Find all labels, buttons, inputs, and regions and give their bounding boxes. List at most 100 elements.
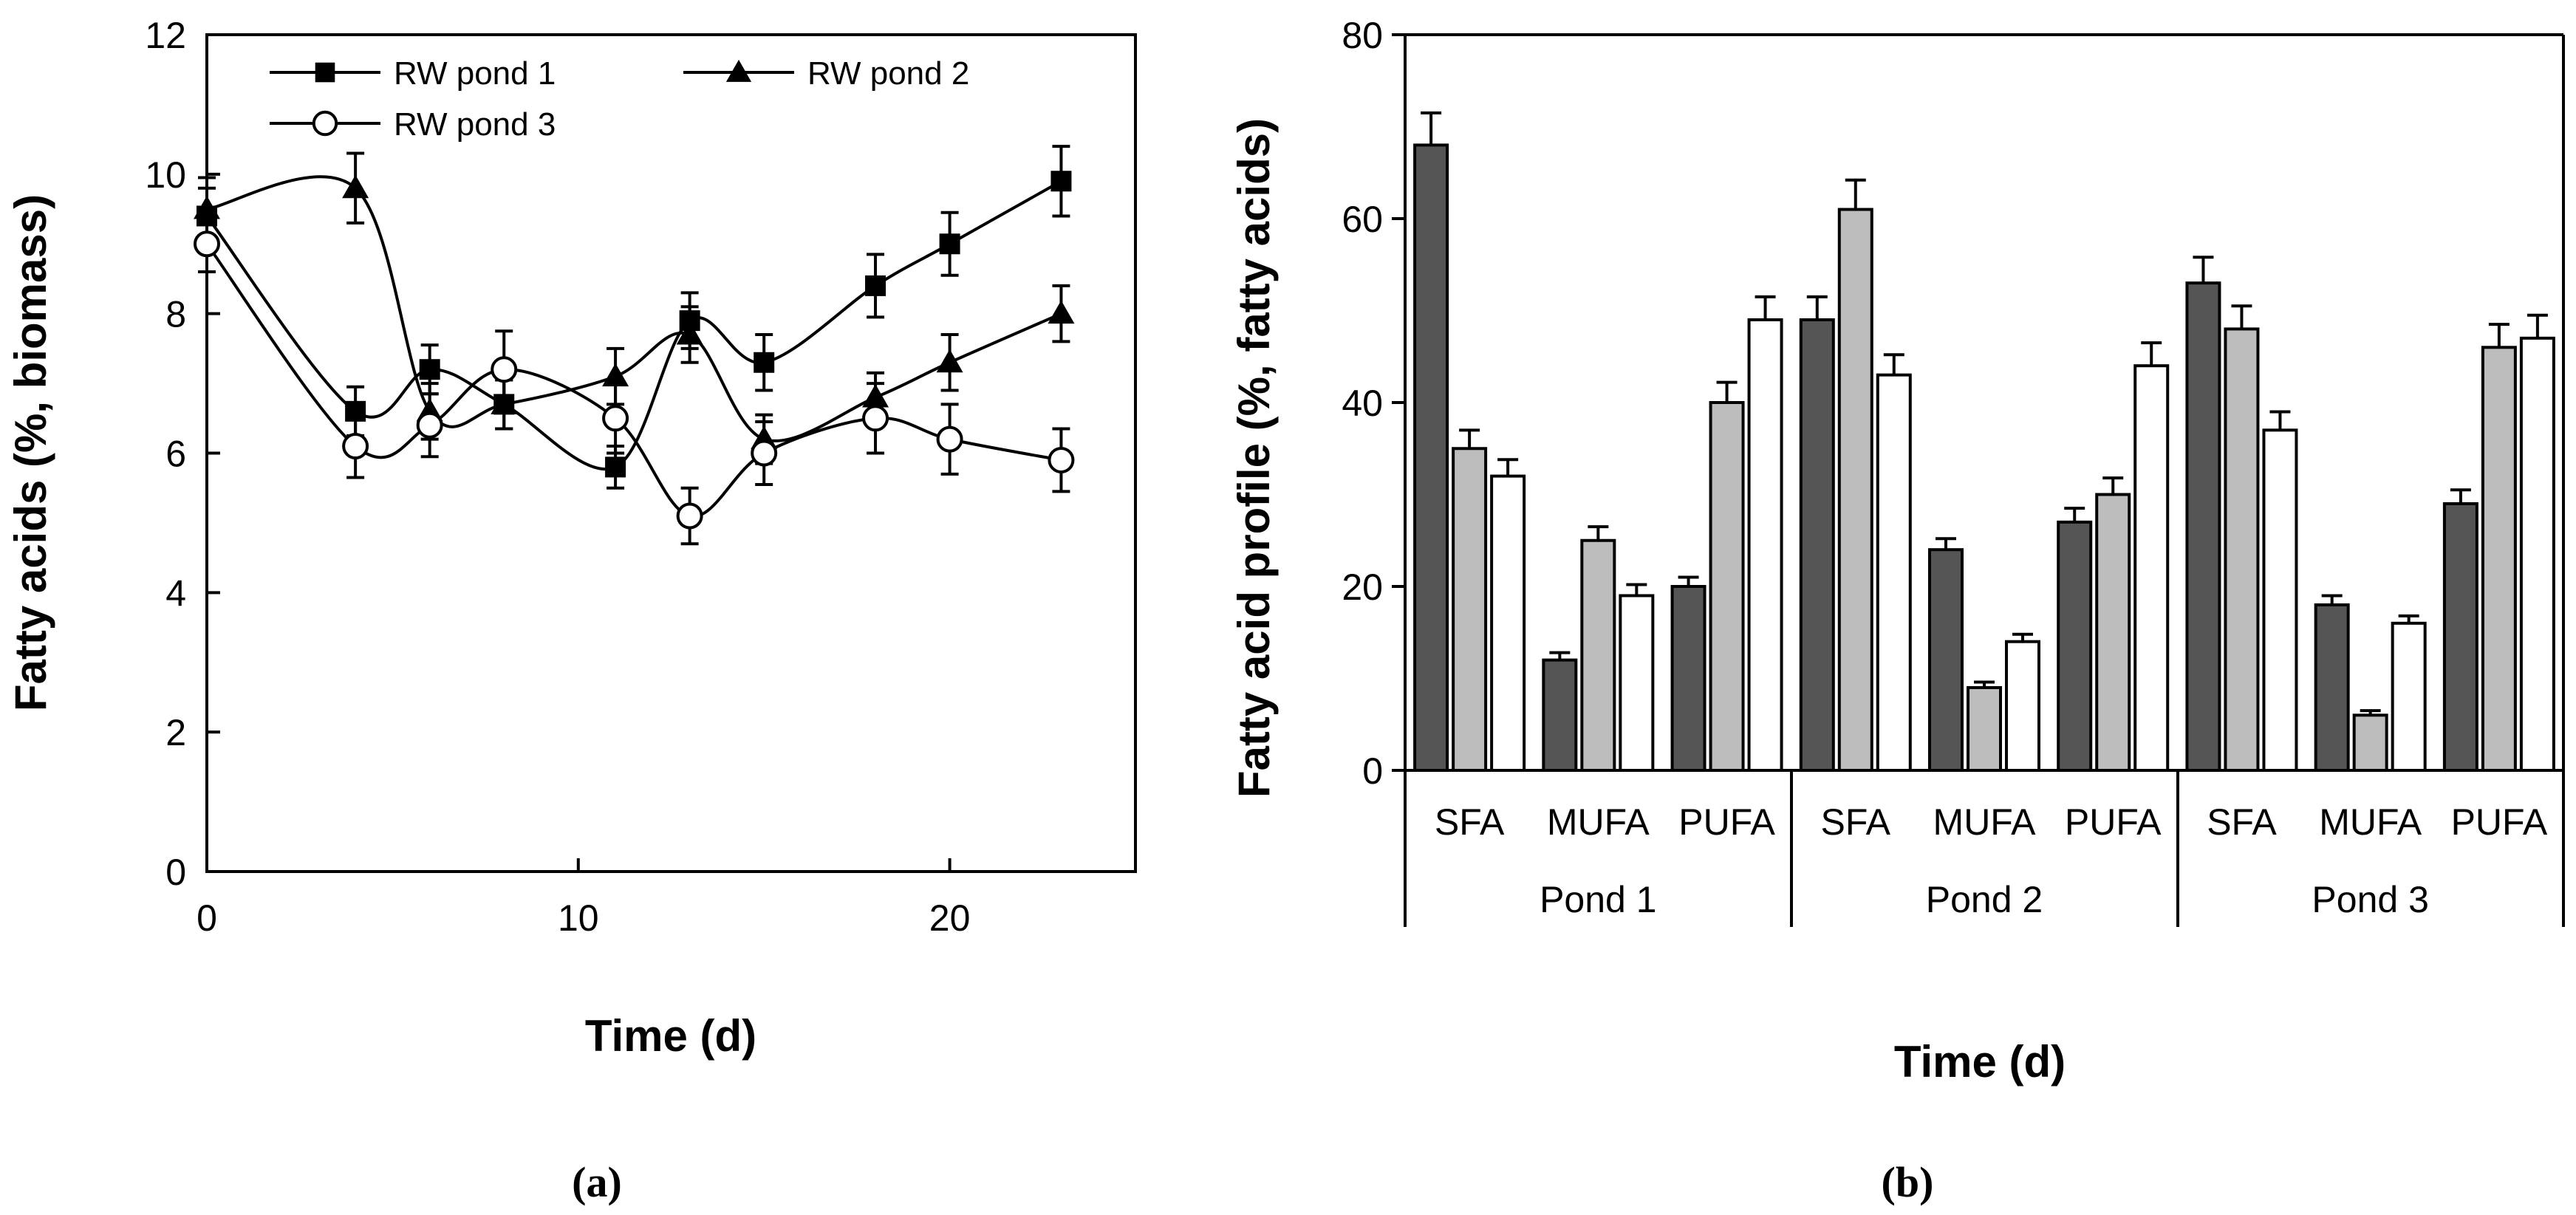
legend-label: RW pond 1: [394, 55, 556, 92]
data-point-pond-3: [1048, 446, 1075, 473]
x-axis-label-a: Time (d): [585, 1011, 756, 1061]
y-axis-label-a: Fatty acids (%, biomass): [6, 194, 55, 711]
bar: [2391, 621, 2427, 772]
y-axis-ticks-b: 0 20 40 60 80: [1342, 15, 1405, 792]
bar: [1542, 658, 1578, 772]
bar: [2262, 428, 2298, 772]
bar: [2481, 346, 2517, 772]
bar: [1747, 318, 1783, 772]
y-axis-label-b: Fatty acid profile (%, fatty acids): [1229, 118, 1279, 798]
legend-a: RW pond 1 RW pond 2 RW pond 3: [270, 55, 969, 143]
panel-b-bar-chart: 0 20 40 60 80 Pond 1 SFA MUFA PUFA Pond 2 SFA MUFA…: [1229, 15, 2565, 1206]
y-tick-label: 20: [1342, 567, 1383, 608]
legend-marker: [315, 62, 335, 83]
data-point-pond-2: [936, 349, 963, 373]
legend-marker: [312, 110, 338, 137]
data-point-pond-1: [754, 352, 775, 373]
error-bars-a: [198, 145, 1070, 546]
series-lines-a: [205, 175, 1062, 518]
data-point-pond-2: [342, 174, 369, 199]
bar: [2224, 327, 2260, 772]
series-line-pond-3: [205, 243, 1062, 518]
y-tick-label: 12: [145, 15, 186, 56]
data-point-pond-2: [1048, 300, 1075, 324]
bar: [2133, 364, 2170, 772]
legend-label: RW pond 3: [394, 106, 556, 143]
data-point-pond-2: [194, 196, 220, 219]
legend-label: RW pond 2: [807, 55, 969, 92]
data-point-pond-2: [862, 383, 889, 408]
x-axis-ticks-a: 0 10 20: [197, 858, 970, 939]
category-label: MUFA: [2319, 801, 2422, 843]
data-point-pond-3: [602, 405, 629, 432]
data-point-pond-1: [605, 456, 626, 478]
data-point-pond-1: [1050, 171, 1072, 192]
bar: [2185, 281, 2221, 772]
category-label: SFA: [1435, 801, 1505, 843]
y-tick-label: 0: [1362, 750, 1383, 792]
bar: [2352, 713, 2388, 772]
y-tick-label: 4: [165, 572, 186, 614]
bar: [1709, 401, 1745, 772]
bar: [2519, 336, 2555, 773]
legend-marker: [725, 59, 752, 82]
bar: [2442, 502, 2478, 772]
category-label: MUFA: [1933, 801, 2037, 843]
y-tick-label: 8: [165, 294, 186, 335]
bars-b: [1413, 143, 2555, 773]
bar: [1876, 373, 1912, 772]
bar: [2005, 640, 2040, 773]
x-axis-label-b: Time (d): [1894, 1037, 2066, 1086]
data-point-pond-2: [676, 321, 703, 345]
bar: [1619, 594, 1655, 773]
bar: [1799, 318, 1835, 772]
bar: [1580, 538, 1616, 772]
data-point-pond-3: [416, 411, 443, 439]
x-tick-label: 0: [197, 897, 217, 939]
data-point-pond-1: [939, 233, 960, 255]
y-tick-label: 80: [1342, 15, 1383, 56]
category-labels-b: Pond 1 SFA MUFA PUFA Pond 2 SFA MUFA PUFA Pond 3…: [1435, 801, 2548, 920]
group-label: Pond 2: [1926, 879, 2043, 920]
data-point-pond-3: [751, 439, 778, 467]
y-tick-label: 2: [165, 712, 186, 753]
data-point-pond-2: [602, 363, 629, 387]
bar: [2095, 493, 2131, 772]
data-point-pond-3: [491, 356, 518, 383]
caption-a: (a): [572, 1158, 622, 1206]
x-tick-label: 10: [558, 897, 599, 939]
data-point-pond-1: [865, 275, 886, 296]
data-point-pond-1: [419, 359, 440, 380]
y-tick-label: 6: [165, 434, 186, 475]
bar: [1837, 208, 1873, 772]
data-point-pond-3: [936, 425, 963, 453]
data-point-pond-3: [342, 433, 369, 460]
data-point-pond-3: [194, 230, 220, 258]
bar: [1928, 548, 1964, 772]
error-bars-b: [1421, 111, 2548, 716]
bar: [2314, 603, 2350, 773]
category-label: PUFA: [2065, 801, 2162, 843]
y-axis-ticks-a: 0 2 4 6 8 10 12: [145, 15, 220, 893]
y-tick-label: 60: [1342, 199, 1383, 240]
bar: [2057, 520, 2093, 772]
y-tick-label: 0: [165, 852, 186, 893]
data-point-pond-3: [862, 405, 889, 432]
y-tick-label: 40: [1342, 383, 1383, 424]
y-tick-label: 10: [145, 154, 186, 196]
series-line-pond-2: [206, 175, 1062, 442]
data-point-pond-1: [345, 400, 366, 422]
category-label: PUFA: [1678, 801, 1775, 843]
group-label: Pond 1: [1540, 879, 1656, 920]
category-label: SFA: [1821, 801, 1891, 843]
category-label: MUFA: [1547, 801, 1650, 843]
series-markers-a: [194, 171, 1075, 530]
category-label: SFA: [2207, 801, 2277, 843]
category-label: PUFA: [2451, 801, 2548, 843]
bar: [1670, 585, 1706, 772]
bar: [1490, 474, 1526, 772]
bar: [1413, 143, 1449, 772]
data-point-pond-3: [676, 502, 703, 530]
